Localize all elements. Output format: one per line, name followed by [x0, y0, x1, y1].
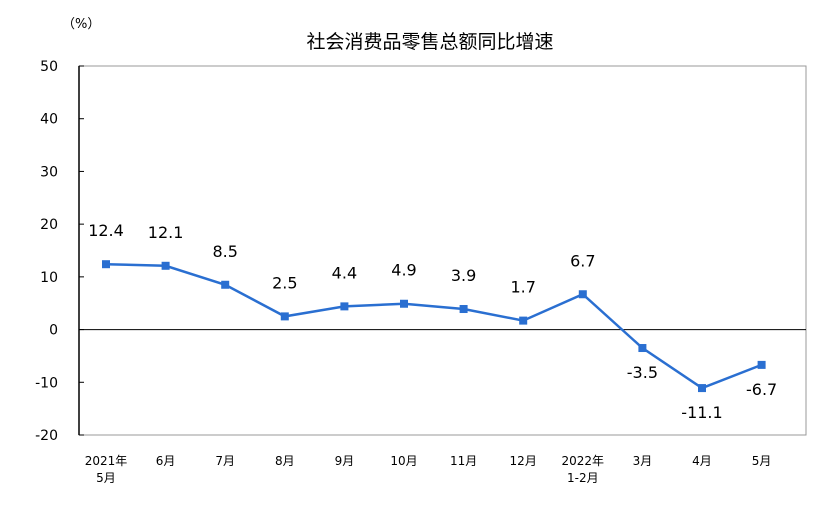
x-tick-label: 5月: [96, 471, 116, 485]
data-point: [102, 260, 110, 269]
y-tick-label: 10: [40, 270, 58, 286]
x-tick-label: 8月: [275, 454, 295, 468]
data-label: 12.1: [148, 223, 184, 242]
data-point: [757, 360, 766, 369]
x-tick-label: 10月: [390, 454, 417, 468]
x-tick-label: 6月: [156, 454, 176, 468]
x-tick-label: 12月: [510, 454, 537, 468]
x-tick-label: 4月: [692, 454, 712, 468]
chart-title: 社会消费品零售总额同比增速: [306, 31, 553, 53]
data-point: [280, 312, 289, 321]
data-point: [340, 302, 349, 311]
x-tick-label: 1-2月: [567, 471, 599, 485]
data-point: [638, 344, 647, 353]
y-tick-label: -10: [35, 375, 58, 391]
data-label: 4.4: [332, 263, 357, 282]
data-point: [400, 299, 408, 308]
y-tick-label: -20: [35, 428, 58, 444]
data-point: [161, 261, 170, 270]
x-tick-label: 5月: [752, 454, 772, 468]
y-tick-label: 0: [49, 323, 58, 339]
data-label: 6.7: [570, 251, 595, 270]
x-tick-label: 2022年: [562, 454, 605, 468]
data-point: [519, 316, 528, 325]
y-tick-label: 30: [40, 164, 58, 180]
data-point: [459, 305, 468, 314]
y-tick-label: 40: [40, 112, 58, 128]
data-label: -3.5: [627, 363, 658, 382]
y-tick-label: 20: [40, 217, 58, 233]
x-tick-label: 9月: [335, 454, 355, 468]
data-label: -6.7: [746, 380, 777, 399]
series-line: [105, 262, 763, 390]
data-label: -11.1: [681, 403, 722, 422]
y-tick-label: 50: [40, 59, 58, 75]
data-point: [578, 290, 587, 299]
data-label: 8.5: [212, 242, 237, 261]
y-axis-unit: （%）: [62, 17, 100, 32]
data-label: 3.9: [451, 266, 476, 285]
plot-frame: [78, 65, 807, 436]
data-label: 12.4: [88, 221, 124, 240]
x-tick-label: 11月: [450, 454, 477, 468]
data-point: [221, 280, 230, 289]
x-tick-label: 2021年: [85, 454, 128, 468]
data-label: 1.7: [510, 278, 535, 297]
data-point: [698, 384, 706, 393]
data-label: 2.5: [272, 273, 297, 292]
data-label: 4.9: [391, 261, 416, 280]
x-tick-label: 3月: [633, 454, 653, 468]
x-tick-label: 7月: [215, 454, 235, 468]
